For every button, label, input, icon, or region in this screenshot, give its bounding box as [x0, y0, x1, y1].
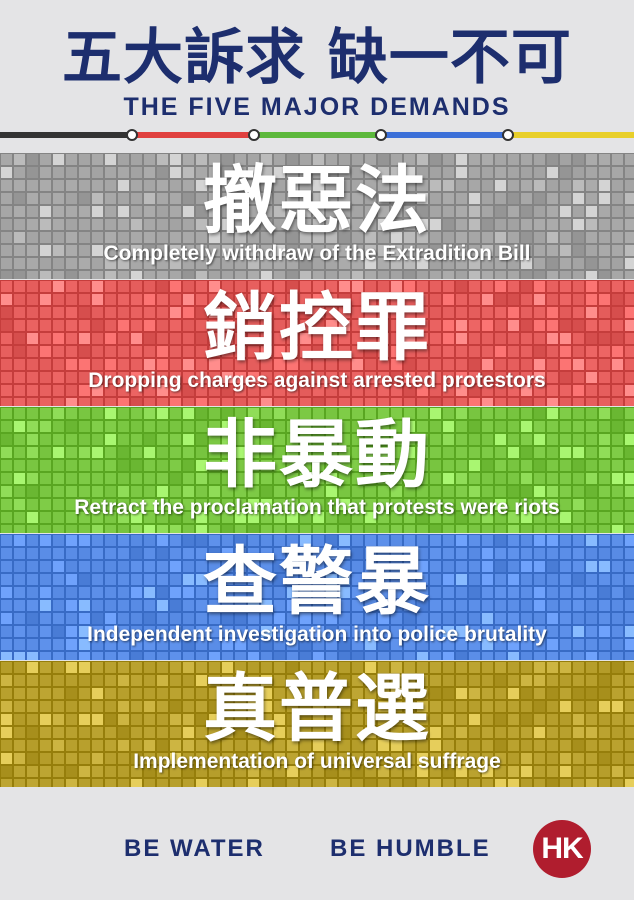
demand-5-chinese: 真普選	[203, 666, 431, 752]
slogan-be-water: BE WATER	[124, 835, 265, 862]
mosaic-background	[0, 280, 634, 406]
station-dot	[375, 129, 387, 141]
demand-5-english: Implementation of universal suffrage	[133, 750, 501, 773]
title-english: THE FIVE MAJOR DEMANDS	[123, 93, 511, 121]
demand-1-chinese: 撤惡法	[203, 158, 431, 244]
line-segment	[132, 132, 254, 138]
demand-3-chinese: 非暴動	[203, 412, 431, 498]
station-dot	[248, 129, 260, 141]
station-dot	[126, 129, 138, 141]
hk-logo: HK	[533, 820, 591, 878]
title-chinese: 五大訴求 缺一不可	[62, 23, 572, 93]
footer: BE WATER BE HUMBLE HK	[0, 818, 634, 878]
line-segment	[254, 132, 381, 138]
line-segment	[0, 132, 132, 138]
demand-2-english: Dropping charges against arrested protes…	[88, 369, 546, 392]
demand-band-5: 真普選 Implementation of universal suffrage	[0, 661, 634, 787]
station-dot	[502, 129, 514, 141]
demand-2-chinese: 銷控罪	[203, 285, 431, 371]
demand-band-4: 查警暴 Independent investigation into polic…	[0, 534, 634, 660]
demand-4-chinese: 查警暴	[203, 539, 431, 625]
demand-3-english: Retract the proclamation that protests w…	[74, 496, 560, 519]
demand-4-english: Independent investigation into police br…	[87, 623, 547, 646]
mosaic-background	[0, 153, 634, 279]
slogan-be-humble: BE HUMBLE	[330, 835, 491, 862]
color-line-divider	[0, 129, 634, 141]
demand-band-2: 銷控罪 Dropping charges against arrested pr…	[0, 280, 634, 406]
mosaic-background	[0, 661, 634, 787]
demand-1-english: Completely withdraw of the Extradition B…	[103, 242, 531, 265]
line-segment	[508, 132, 634, 138]
mosaic-background	[0, 534, 634, 660]
demand-band-3: 非暴動 Retract the proclamation that protes…	[0, 407, 634, 533]
line-segment	[381, 132, 508, 138]
demand-band-1: 撤惡法 Completely withdraw of the Extraditi…	[0, 153, 634, 279]
mosaic-background	[0, 407, 634, 533]
